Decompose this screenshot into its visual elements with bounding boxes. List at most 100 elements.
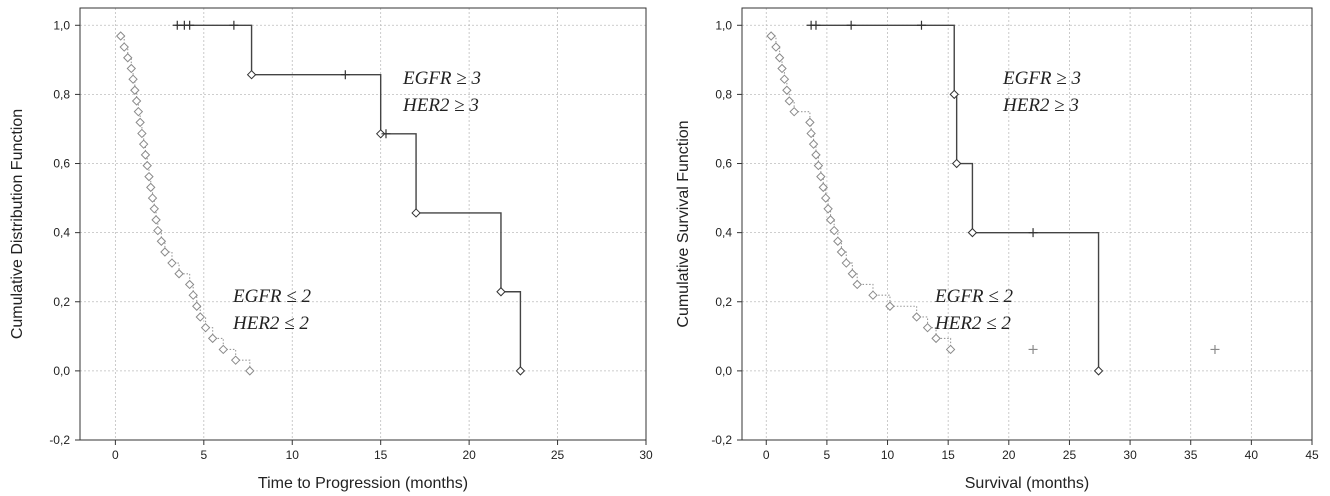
y-tick-label: 0,6 <box>53 157 70 171</box>
event-marker <box>818 182 828 193</box>
event-marker <box>784 96 795 106</box>
event-marker <box>137 128 147 139</box>
x-axis-title: Survival (months) <box>965 475 1089 492</box>
x-tick-label: 30 <box>639 448 653 462</box>
plot-frame <box>79 7 647 441</box>
event-marker <box>230 355 241 365</box>
event-marker <box>951 158 962 169</box>
x-tick-label: 0 <box>112 448 119 462</box>
event-marker <box>192 301 202 311</box>
x-tick-label: 40 <box>1245 448 1259 462</box>
event-marker <box>119 42 129 52</box>
censored-marker <box>229 20 239 30</box>
x-axis-title: Time to Progression (months) <box>258 475 468 492</box>
event-marker <box>1093 366 1104 376</box>
step-line <box>771 35 952 350</box>
step-line <box>120 35 251 371</box>
event-marker <box>806 128 816 139</box>
event-marker <box>816 171 826 182</box>
censored-marker <box>185 20 195 30</box>
event-marker <box>123 53 133 63</box>
event-marker <box>515 366 526 376</box>
event-marker <box>245 366 255 376</box>
event-marker <box>153 225 163 236</box>
y-axis-title: Cumulative Distribution Function <box>9 109 26 339</box>
group-label: HER2 ≤ 2 <box>232 313 309 334</box>
event-marker <box>782 85 792 95</box>
event-marker <box>135 117 145 128</box>
y-tick-label: 0,2 <box>53 295 70 309</box>
x-tick-label: 10 <box>286 448 300 462</box>
event-marker <box>805 117 815 128</box>
event-marker <box>811 150 821 160</box>
event-marker <box>949 89 959 100</box>
event-marker <box>174 269 184 279</box>
event-marker <box>144 171 154 182</box>
event-marker <box>375 129 386 139</box>
event-marker <box>142 160 152 171</box>
y-tick-label: -0,2 <box>49 433 70 447</box>
event-marker <box>922 322 933 333</box>
plot-frame <box>741 7 1313 441</box>
time-to-progression-panel: 0 5 10 15 20 25 30 -0,2 0,0 0,2 0,4 0,6 0,8 1,0 Time t… <box>9 7 653 492</box>
event-marker <box>167 258 177 268</box>
event-marker <box>151 215 161 225</box>
event-marker <box>931 333 941 344</box>
event-marker <box>140 150 151 160</box>
event-marker <box>833 236 843 246</box>
series-low-expression <box>115 31 255 376</box>
x-tick-label: 25 <box>551 448 565 462</box>
series-high-expression <box>806 20 1104 376</box>
x-tick-label: 5 <box>200 448 207 462</box>
group-label: EGFR ≥ 3 <box>1002 68 1081 89</box>
censored-marker <box>811 20 821 30</box>
y-tick-label: 0,4 <box>715 226 732 240</box>
censored-marker <box>846 20 856 30</box>
x-tick-label: 20 <box>1002 448 1016 462</box>
x-tick-label: 25 <box>1063 448 1077 462</box>
event-marker <box>766 31 776 41</box>
event-marker <box>207 333 218 344</box>
series-high-expression <box>172 20 526 376</box>
x-tick-label: 0 <box>763 448 770 462</box>
event-marker <box>133 106 144 117</box>
event-marker <box>246 69 257 80</box>
group-label: HER2 ≥ 3 <box>402 95 479 116</box>
event-marker <box>147 193 158 203</box>
event-marker <box>836 247 847 257</box>
group-label: EGFR ≤ 2 <box>232 286 311 307</box>
event-marker <box>771 42 781 52</box>
censored-marker <box>1210 344 1220 354</box>
y-tick-label: 0,4 <box>53 226 70 240</box>
censored-marker <box>1028 228 1038 238</box>
censored-marker <box>381 129 391 139</box>
event-marker <box>138 139 149 149</box>
event-marker <box>945 344 956 355</box>
x-tick-label: 15 <box>941 448 955 462</box>
x-tick-label: 30 <box>1123 448 1137 462</box>
group-label: HER2 ≥ 3 <box>1002 95 1079 116</box>
event-marker <box>777 63 787 74</box>
series-low-expression <box>766 31 1220 355</box>
event-marker <box>184 279 195 290</box>
event-marker <box>789 106 799 117</box>
event-marker <box>779 74 790 84</box>
x-tick-label: 45 <box>1305 448 1319 462</box>
x-tick-label: 20 <box>462 448 476 462</box>
event-marker <box>885 301 895 311</box>
y-tick-label: 0,8 <box>53 87 70 101</box>
event-marker <box>128 74 138 84</box>
censored-marker <box>340 70 350 80</box>
event-marker <box>200 322 211 333</box>
event-marker <box>825 215 836 225</box>
x-tick-label: 5 <box>824 448 831 462</box>
event-marker <box>868 290 878 300</box>
event-marker <box>808 139 819 149</box>
event-marker <box>813 160 824 171</box>
y-tick-label: 0,0 <box>53 364 70 378</box>
event-marker <box>126 63 137 74</box>
event-marker <box>829 225 839 236</box>
group-label: EGFR ≤ 2 <box>934 286 1013 307</box>
survival-panel: 0 5 10 15 20 25 30 35 40 45 -0,2 0,0 0,2 0,4 0,6 0,8 1,0… <box>675 7 1319 492</box>
event-marker <box>146 182 156 193</box>
